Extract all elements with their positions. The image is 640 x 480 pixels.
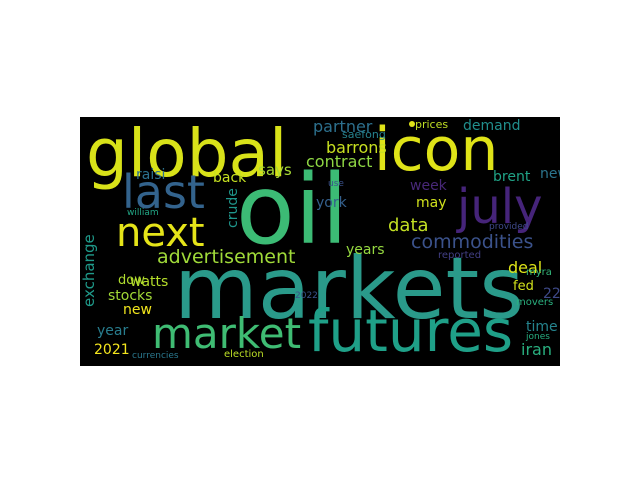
word-july: july: [457, 179, 543, 235]
word-futures: futures: [308, 297, 514, 365]
word-icon: icon: [374, 117, 499, 185]
word-watts: watts: [130, 274, 169, 290]
word-use: use: [328, 179, 344, 189]
word-fed: fed: [513, 279, 534, 294]
word-provided: provided: [489, 222, 529, 232]
dot-mark: [409, 121, 415, 127]
word-partner: partner: [313, 117, 373, 136]
word-oil: oil: [236, 154, 349, 266]
word-2021: 2021: [94, 342, 130, 358]
word-new: new: [123, 302, 152, 318]
word-advertisement: advertisement: [157, 246, 296, 268]
word-demand: demand: [463, 118, 521, 134]
word-william: william: [127, 208, 159, 218]
word-back: back: [213, 170, 247, 186]
word-currencies: currencies: [132, 351, 179, 361]
word-election: election: [224, 349, 264, 360]
word-prices: prices: [415, 118, 449, 131]
word-crude: crude: [225, 188, 241, 228]
word-2022: 2022: [295, 291, 318, 301]
word-commodities: commodities: [411, 231, 534, 253]
word-may: may: [416, 195, 447, 211]
word-market: market: [152, 309, 302, 358]
word-saefong: saefong: [342, 128, 386, 141]
word-global: global: [86, 117, 288, 192]
word-year: year: [97, 323, 129, 339]
word-news: news: [540, 166, 560, 182]
word-dow: dow: [118, 273, 145, 288]
word-reported: reported: [438, 250, 482, 261]
word-iran: iran: [521, 340, 552, 359]
word-brent: brent: [493, 169, 531, 185]
word-raisi: raisi: [136, 167, 166, 183]
word-markets: markets: [174, 239, 525, 339]
word-last: last: [122, 165, 205, 219]
word-data: data: [388, 215, 429, 236]
word-22: 22: [543, 286, 560, 302]
word-movers: movers: [516, 297, 554, 308]
word-week: week: [410, 178, 447, 194]
word-stocks: stocks: [108, 288, 153, 304]
word-says: says: [258, 161, 292, 179]
word-cloud: oil markets global icon futures market j…: [80, 117, 560, 366]
word-time: time: [526, 319, 558, 335]
word-barrons: barrons: [326, 138, 387, 157]
word-years: years: [346, 242, 385, 258]
word-contract: contract: [306, 152, 373, 171]
word-deal: deal: [508, 258, 543, 277]
word-jones: jones: [526, 332, 550, 342]
word-myra: myra: [526, 267, 552, 278]
word-york: york: [316, 195, 347, 211]
word-next: next: [116, 210, 205, 256]
word-exchange: exchange: [80, 234, 98, 307]
